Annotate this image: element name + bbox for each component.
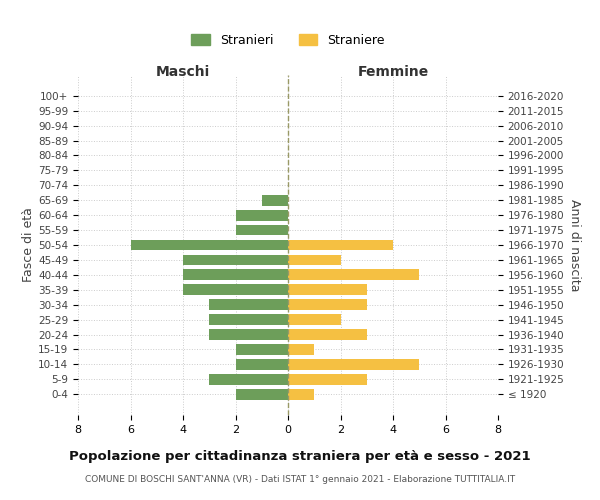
Bar	[262, 195, 288, 205]
Y-axis label: Fasce di età: Fasce di età	[22, 208, 35, 282]
Bar	[209, 314, 288, 325]
Bar	[209, 300, 288, 310]
Bar	[235, 224, 288, 235]
Bar	[288, 284, 367, 295]
Bar	[288, 329, 367, 340]
Bar	[288, 300, 367, 310]
Bar	[130, 240, 288, 250]
Bar	[288, 344, 314, 355]
Bar	[288, 270, 419, 280]
Bar	[288, 359, 419, 370]
Bar	[209, 329, 288, 340]
Bar	[288, 389, 314, 400]
Bar	[209, 374, 288, 384]
Text: Femmine: Femmine	[358, 66, 428, 80]
Bar	[183, 270, 288, 280]
Text: COMUNE DI BOSCHI SANT'ANNA (VR) - Dati ISTAT 1° gennaio 2021 - Elaborazione TUTT: COMUNE DI BOSCHI SANT'ANNA (VR) - Dati I…	[85, 475, 515, 484]
Text: Maschi: Maschi	[156, 66, 210, 80]
Bar	[288, 240, 393, 250]
Bar	[288, 374, 367, 384]
Bar	[235, 344, 288, 355]
Text: Popolazione per cittadinanza straniera per età e sesso - 2021: Popolazione per cittadinanza straniera p…	[69, 450, 531, 463]
Bar	[235, 210, 288, 220]
Legend: Stranieri, Straniere: Stranieri, Straniere	[191, 34, 385, 46]
Bar	[288, 254, 341, 266]
Bar	[183, 254, 288, 266]
Bar	[288, 314, 341, 325]
Bar	[183, 284, 288, 295]
Bar	[235, 389, 288, 400]
Y-axis label: Anni di nascita: Anni di nascita	[568, 198, 581, 291]
Bar	[235, 359, 288, 370]
